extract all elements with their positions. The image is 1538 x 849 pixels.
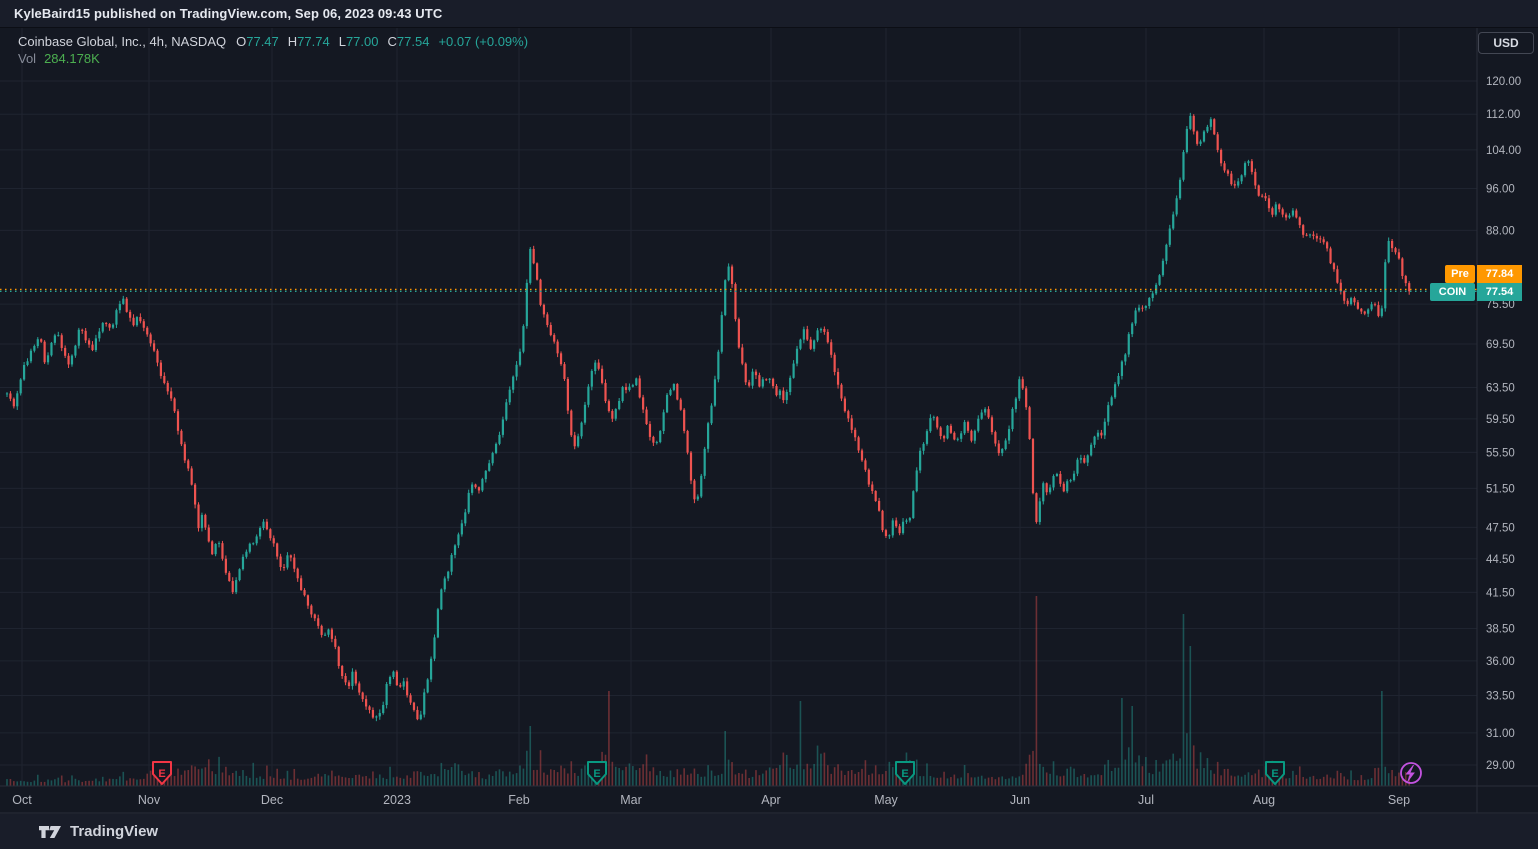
footer-bar: TradingView (0, 814, 1538, 849)
symbol-title: Coinbase Global, Inc., 4h, NASDAQ (18, 34, 227, 49)
symbol-badge-value: 77.54 (1477, 283, 1522, 301)
svg-text:36.00: 36.00 (1486, 656, 1515, 668)
svg-text:47.50: 47.50 (1486, 522, 1515, 534)
svg-text:E: E (901, 768, 908, 780)
svg-text:63.50: 63.50 (1486, 383, 1515, 395)
svg-text:Sep: Sep (1388, 793, 1410, 807)
svg-text:44.50: 44.50 (1486, 554, 1515, 566)
tradingview-logo-icon[interactable] (38, 824, 62, 840)
premarket-price-badge: Pre 77.84 (1445, 265, 1522, 283)
volume-value: 284.178K (44, 51, 100, 66)
volume-label: Vol (18, 51, 37, 66)
chart-legend: Coinbase Global, Inc., 4h, NASDAQ O 77.4… (18, 33, 528, 67)
symbol-price-badge: COIN 77.54 (1430, 283, 1522, 301)
svg-text:E: E (158, 768, 165, 780)
high-value: 77.74 (297, 34, 330, 49)
svg-text:Nov: Nov (138, 793, 161, 807)
change-value: +0.07 (+0.09%) (438, 34, 529, 49)
svg-text:112.00: 112.00 (1486, 109, 1520, 121)
svg-text:29.00: 29.00 (1486, 760, 1515, 772)
svg-text:Apr: Apr (761, 793, 780, 807)
publish-bar: KyleBaird15 published on TradingView.com… (0, 0, 1538, 28)
svg-text:Jun: Jun (1010, 793, 1030, 807)
svg-text:Mar: Mar (620, 793, 642, 807)
svg-text:Aug: Aug (1253, 793, 1275, 807)
svg-text:104.00: 104.00 (1486, 145, 1521, 157)
low-value: 77.00 (345, 34, 379, 49)
symbol-badge-label: COIN (1430, 283, 1475, 301)
svg-text:41.50: 41.50 (1486, 587, 1515, 599)
close-label: C (387, 34, 397, 49)
svg-text:E: E (593, 768, 600, 780)
svg-text:38.50: 38.50 (1486, 624, 1515, 636)
svg-text:2023: 2023 (383, 793, 411, 807)
tradingview-brand-text[interactable]: TradingView (70, 823, 159, 840)
low-label: L (338, 34, 346, 49)
open-label: O (236, 34, 247, 49)
premarket-badge-value: 77.84 (1477, 265, 1522, 283)
legend-row-ohlc: Coinbase Global, Inc., 4h, NASDAQ O 77.4… (18, 33, 528, 50)
svg-text:55.50: 55.50 (1486, 447, 1515, 459)
svg-text:88.00: 88.00 (1486, 225, 1515, 237)
svg-text:120.00: 120.00 (1486, 76, 1521, 88)
svg-text:Jul: Jul (1138, 793, 1154, 807)
premarket-badge-label: Pre (1445, 265, 1475, 283)
svg-text:33.50: 33.50 (1486, 691, 1515, 703)
high-label: H (287, 34, 298, 49)
publish-bar-text: KyleBaird15 published on TradingView.com… (14, 6, 443, 21)
svg-text:96.00: 96.00 (1486, 183, 1515, 195)
svg-text:E: E (1271, 768, 1278, 780)
svg-text:Feb: Feb (508, 793, 530, 807)
legend-row-volume: Vol 284.178K (18, 50, 528, 67)
svg-text:31.00: 31.00 (1486, 728, 1515, 740)
currency-usd-button[interactable]: USD (1478, 32, 1534, 54)
open-value: 77.47 (246, 34, 279, 49)
svg-text:Dec: Dec (261, 793, 283, 807)
svg-text:51.50: 51.50 (1486, 483, 1515, 495)
close-value: 77.54 (396, 34, 430, 49)
svg-text:69.50: 69.50 (1486, 339, 1515, 351)
svg-text:59.50: 59.50 (1486, 414, 1515, 426)
svg-text:Oct: Oct (12, 793, 32, 807)
svg-text:75.50: 75.50 (1486, 299, 1515, 311)
svg-text:May: May (874, 793, 898, 807)
